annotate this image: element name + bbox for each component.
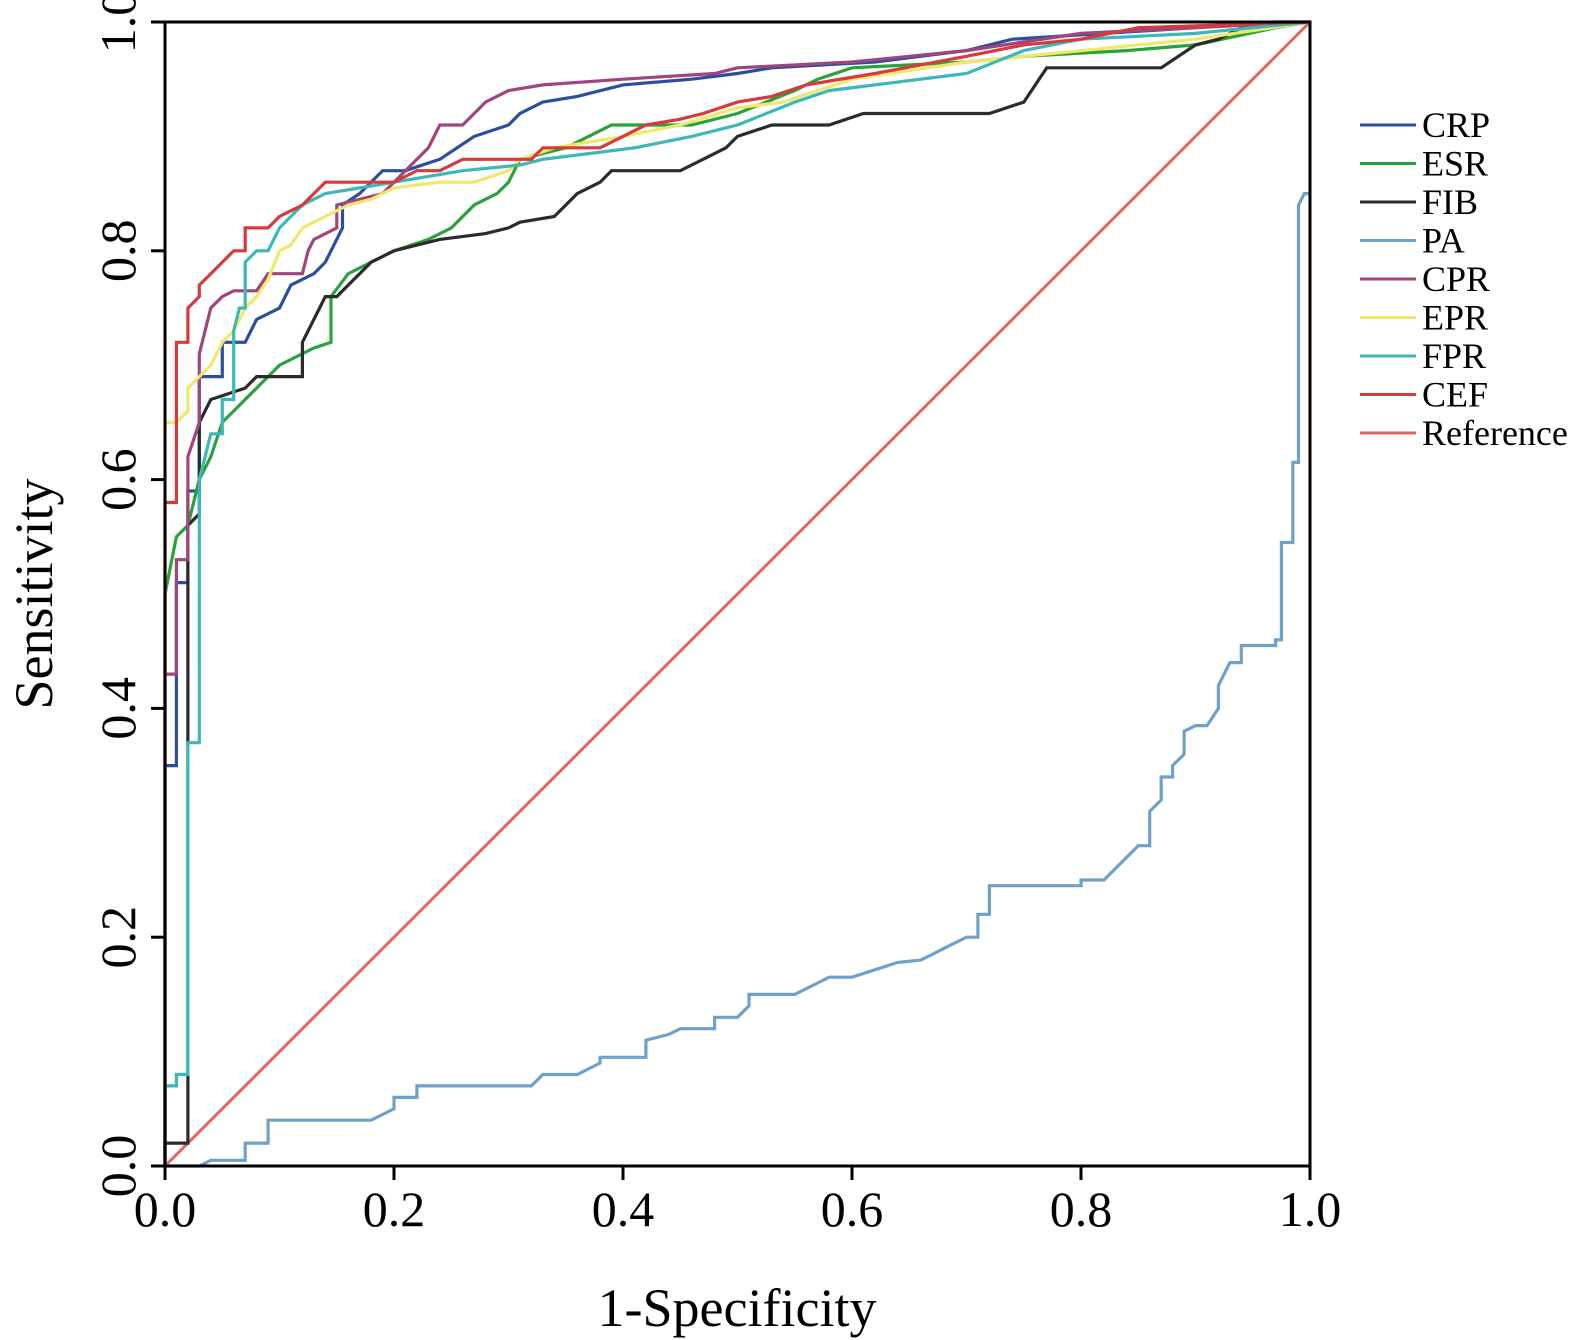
- y-tick-label: 0.0: [90, 1135, 146, 1198]
- series-line-fpr: [163, 20, 1311, 1166]
- y-axis-title: Sensitivity: [4, 478, 64, 709]
- y-tick-label: 0.8: [90, 220, 146, 282]
- x-tick-label: 1.0: [1279, 1181, 1342, 1237]
- legend-label-fib: FIB: [1422, 182, 1478, 222]
- legend-label-fpr: FPR: [1422, 336, 1486, 376]
- series-line-reference: [163, 20, 1312, 1168]
- y-tick-label: 1.0: [90, 0, 146, 53]
- x-axis-title: 1-Specificity: [598, 1278, 877, 1338]
- series-line-epr: [163, 20, 1311, 1166]
- legend-label-cef: CEF: [1422, 375, 1488, 415]
- series-line-esr: [163, 20, 1311, 1166]
- legend-label-reference: Reference: [1422, 413, 1568, 453]
- plot-frame: [163, 20, 1312, 1168]
- legend-label-cpr: CPR: [1422, 259, 1490, 299]
- x-tick-label: 0.6: [821, 1181, 884, 1237]
- x-tick-label: 0.2: [363, 1181, 426, 1237]
- series-line-pa: [165, 192, 1310, 1168]
- legend-label-crp: CRP: [1422, 105, 1490, 145]
- y-tick-label: 0.4: [90, 677, 146, 740]
- series-line-fib: [163, 20, 1311, 1166]
- series-layer: [163, 20, 1312, 1168]
- legend-label-esr: ESR: [1422, 144, 1488, 184]
- y-tick-label: 0.2: [90, 906, 146, 969]
- x-tick-label: 0.8: [1050, 1181, 1113, 1237]
- legend-label-epr: EPR: [1422, 298, 1488, 338]
- x-tick-label: 0.0: [134, 1181, 197, 1237]
- axes-layer: 0.0 0.2 0.4 0.6 0.8 1.0 0.0 0.2 0.4 0.6 0.8 1.0: [90, 0, 1341, 1237]
- series-line-cef: [163, 20, 1311, 1166]
- legend-label-pa: PA: [1422, 221, 1465, 261]
- x-tick-label: 0.4: [592, 1181, 655, 1237]
- y-tick-label: 0.6: [90, 448, 146, 511]
